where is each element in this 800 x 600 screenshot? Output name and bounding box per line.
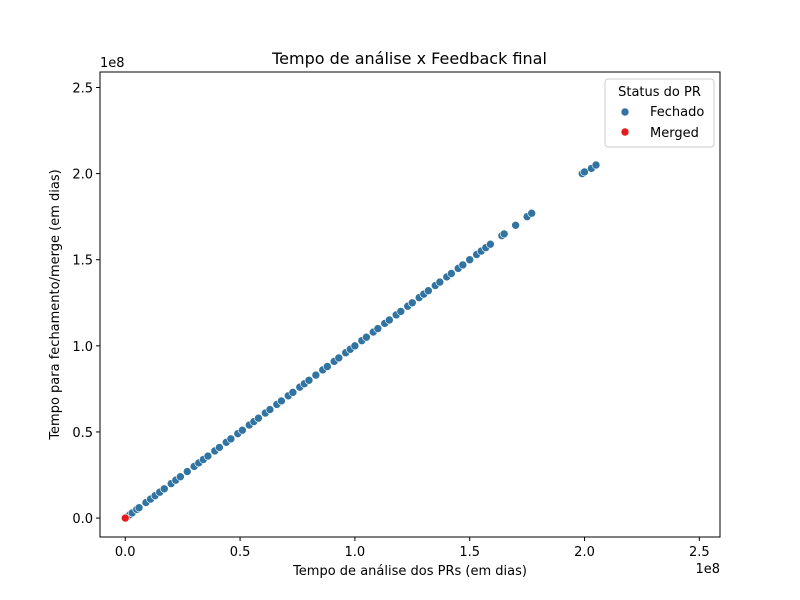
data-point-fechado [396, 307, 406, 316]
legend-label-fechado: Fechado [650, 105, 704, 120]
x-tick-label: 2.0 [574, 545, 595, 560]
x-axis-title: Tempo de análise dos PRs (em dias) [292, 564, 527, 579]
data-point-fechado [176, 472, 185, 482]
y-tick-label: 1.5 [72, 254, 93, 269]
legend: Status do PR Fechado Merged [604, 78, 715, 148]
data-point-fechado [465, 255, 475, 265]
data-point-fechado [182, 467, 192, 476]
data-point-fechado [486, 239, 495, 249]
legend-title: Status do PR [618, 85, 701, 100]
x-tick-label: 0.5 [230, 545, 251, 560]
data-point-fechado [435, 277, 445, 287]
data-point-fechado [238, 425, 247, 435]
data-point-fechado [288, 388, 298, 397]
data-point-fechado [458, 260, 468, 270]
data-point-fechado [527, 208, 537, 218]
data-point-fechado [311, 370, 321, 380]
legend-label-merged: Merged [650, 126, 699, 141]
data-point-fechado [591, 160, 601, 170]
data-point-fechado [424, 286, 433, 296]
data-point-fechado [511, 220, 520, 230]
plot-area [99, 71, 721, 538]
data-point-fechado [362, 332, 371, 342]
data-point-fechado [499, 229, 509, 239]
data-point-fechado [373, 324, 383, 333]
legend-box [604, 78, 715, 148]
x-tick-label: 1.0 [345, 545, 366, 560]
x-axis-ticks: 0.0 0.5 1.0 1.5 2.0 2.5 [115, 537, 710, 560]
data-point-fechado [215, 443, 224, 452]
legend-marker-fechado [620, 107, 630, 117]
data-point-fechado [447, 269, 456, 278]
data-point-fechado [304, 375, 314, 385]
y-tick-label: 0.0 [72, 512, 93, 527]
data-point-fechado [159, 484, 169, 494]
data-point-fechado [277, 396, 286, 406]
data-point-fechado [226, 434, 236, 444]
x-tick-label: 2.5 [689, 545, 710, 560]
data-point-fechado [350, 341, 360, 351]
plot-frame [99, 71, 721, 538]
data-point-fechado [254, 413, 263, 423]
data-point-fechado [203, 451, 213, 461]
data-point-fechado [334, 353, 344, 363]
series-merged [120, 513, 130, 523]
legend-marker-merged [620, 127, 630, 137]
y-tick-label: 2.5 [72, 82, 93, 97]
chart-title: Tempo de análise x Feedback final [271, 49, 547, 68]
y-axis-ticks: 0.0 0.5 1.0 1.5 2.0 2.5 [72, 82, 100, 527]
x-axis-offset-label: 1e8 [695, 562, 720, 577]
data-point-fechado [323, 362, 332, 371]
data-point-merged [120, 513, 130, 523]
y-axis-title: Tempo para fechamento/merge (em dias) [48, 169, 63, 440]
data-point-fechado [265, 405, 275, 414]
points-layer [120, 160, 601, 523]
y-tick-label: 0.5 [72, 426, 93, 441]
data-point-fechado [407, 298, 417, 308]
y-tick-label: 2.0 [72, 168, 93, 183]
y-tick-label: 1.0 [72, 340, 93, 355]
data-point-fechado [580, 167, 589, 177]
y-axis-offset-label: 1e8 [100, 56, 125, 71]
data-point-fechado [134, 503, 144, 513]
series-fechado [123, 160, 601, 521]
x-tick-label: 0.0 [115, 545, 136, 560]
x-tick-label: 1.5 [459, 545, 480, 560]
data-point-fechado [385, 315, 394, 325]
